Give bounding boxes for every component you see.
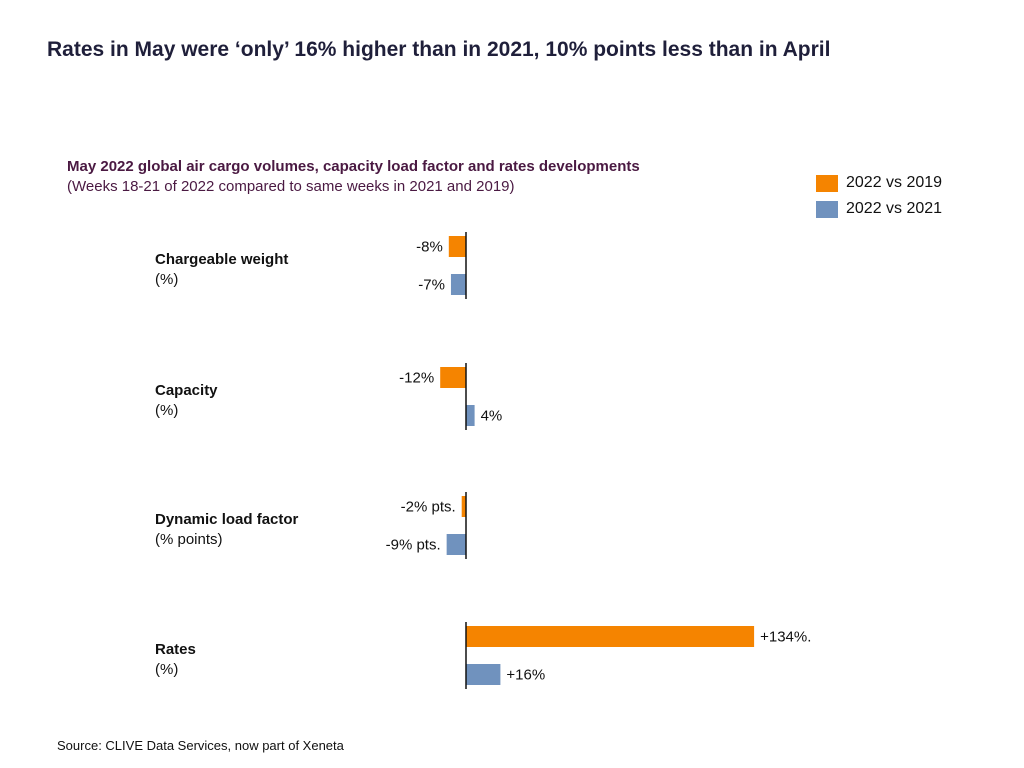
bar [466, 626, 755, 647]
data-label: -12% [399, 370, 434, 387]
data-label: +134%. [760, 629, 811, 646]
data-label: -2% pts. [401, 499, 456, 516]
bar [466, 664, 501, 685]
legend-label-2021: 2022 vs 2021 [846, 200, 943, 217]
source-note: Source: CLIVE Data Services, now part of… [57, 738, 344, 753]
category-label: Dynamic load factor [155, 511, 299, 528]
data-label: -9% pts. [386, 537, 441, 554]
category-label: Rates [155, 641, 196, 658]
page-headline: Rates in May were ‘only’ 16% higher than… [47, 38, 831, 61]
legend-label-2019: 2022 vs 2019 [846, 174, 943, 191]
bar [446, 534, 466, 555]
data-label: +16% [506, 667, 545, 684]
chart-subtitle: (Weeks 18-21 of 2022 compared to same we… [67, 178, 515, 195]
legend-item-2019: 2022 vs 2019 [816, 170, 942, 196]
bar [466, 405, 475, 426]
category-unit: (%) [155, 661, 178, 678]
bar [440, 367, 466, 388]
legend-swatch-2021 [816, 200, 838, 218]
category-label: Chargeable weight [155, 251, 288, 268]
category-unit: (% points) [155, 531, 223, 548]
bar [461, 496, 466, 517]
bar [450, 274, 466, 295]
legend-item-2021: 2022 vs 2021 [816, 196, 942, 222]
chart-legend: 2022 vs 2019 2022 vs 2021 [816, 170, 942, 222]
data-label: 4% [481, 408, 503, 425]
bar [448, 236, 466, 257]
category-label: Capacity [155, 382, 218, 399]
legend-swatch-2019 [816, 174, 838, 192]
data-label: -7% [418, 277, 445, 294]
category-unit: (%) [155, 271, 178, 288]
chart-title: May 2022 global air cargo volumes, capac… [67, 158, 640, 175]
category-unit: (%) [155, 402, 178, 419]
data-label: -8% [416, 239, 443, 256]
